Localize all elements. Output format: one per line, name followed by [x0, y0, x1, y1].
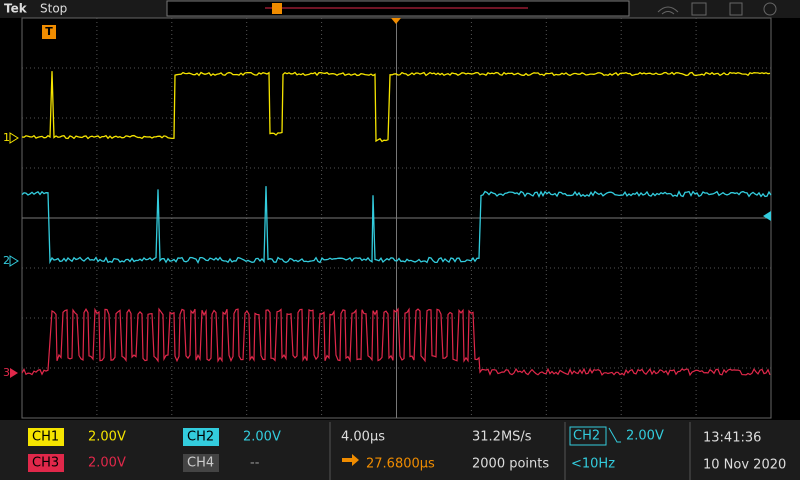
trigger-marker-label: T	[45, 25, 53, 38]
horizontal-scale[interactable]: 4.00µs	[341, 430, 385, 445]
acq-state[interactable]: Stop	[40, 2, 67, 16]
ch3-trace	[21, 307, 771, 377]
ch2-marker: 2	[3, 254, 10, 267]
mini-trigger	[272, 3, 282, 14]
trigger-level	[763, 211, 771, 221]
ch3-scale: 2.00V	[88, 456, 126, 471]
ch4-label[interactable]: CH4	[187, 456, 214, 471]
ch4-scale: --	[250, 456, 260, 471]
position-arrow	[342, 454, 359, 466]
sample-rate: 31.2MS/s	[472, 430, 532, 445]
ch1-trace	[21, 71, 771, 143]
panel-dividers	[329, 422, 691, 480]
graticule	[22, 18, 771, 418]
ch1-badge[interactable]	[28, 428, 64, 446]
ch2-scale: 2.00V	[243, 430, 281, 445]
ch2-trace	[21, 186, 772, 265]
ch2-label[interactable]: CH2	[187, 430, 214, 445]
brand: Tek	[4, 2, 28, 16]
trigger-marker	[42, 25, 56, 39]
ch3-badge[interactable]	[28, 454, 64, 472]
ch4-badge[interactable]	[183, 454, 219, 472]
trigger-frequency: <10Hz	[571, 457, 615, 472]
ch3-marker: 3	[3, 366, 10, 379]
trigger-slope	[608, 427, 621, 443]
ch1-label[interactable]: CH1	[32, 430, 59, 445]
trigger-source[interactable]: CH2	[573, 429, 600, 444]
clock-time: 13:41:36	[703, 431, 761, 446]
trigger-source-badge[interactable]	[569, 426, 607, 446]
clock-date: 10 Nov 2020	[703, 458, 786, 473]
ch3-label[interactable]: CH3	[32, 456, 59, 471]
record-length: 2000 points	[472, 457, 549, 472]
ch2-ground	[9, 255, 19, 267]
ch1-ground	[9, 132, 19, 144]
status-icons	[657, 2, 777, 16]
ch1-scale: 2.00V	[88, 430, 126, 445]
bottom-bar	[0, 420, 800, 480]
ch1-marker: 1	[3, 131, 10, 144]
ch3-ground	[10, 368, 18, 378]
trigger-level-text: 2.00V	[626, 429, 664, 444]
horizontal-position[interactable]: 27.6800µs	[366, 457, 435, 472]
trigger-position	[391, 18, 401, 24]
ch2-badge[interactable]	[183, 428, 219, 446]
